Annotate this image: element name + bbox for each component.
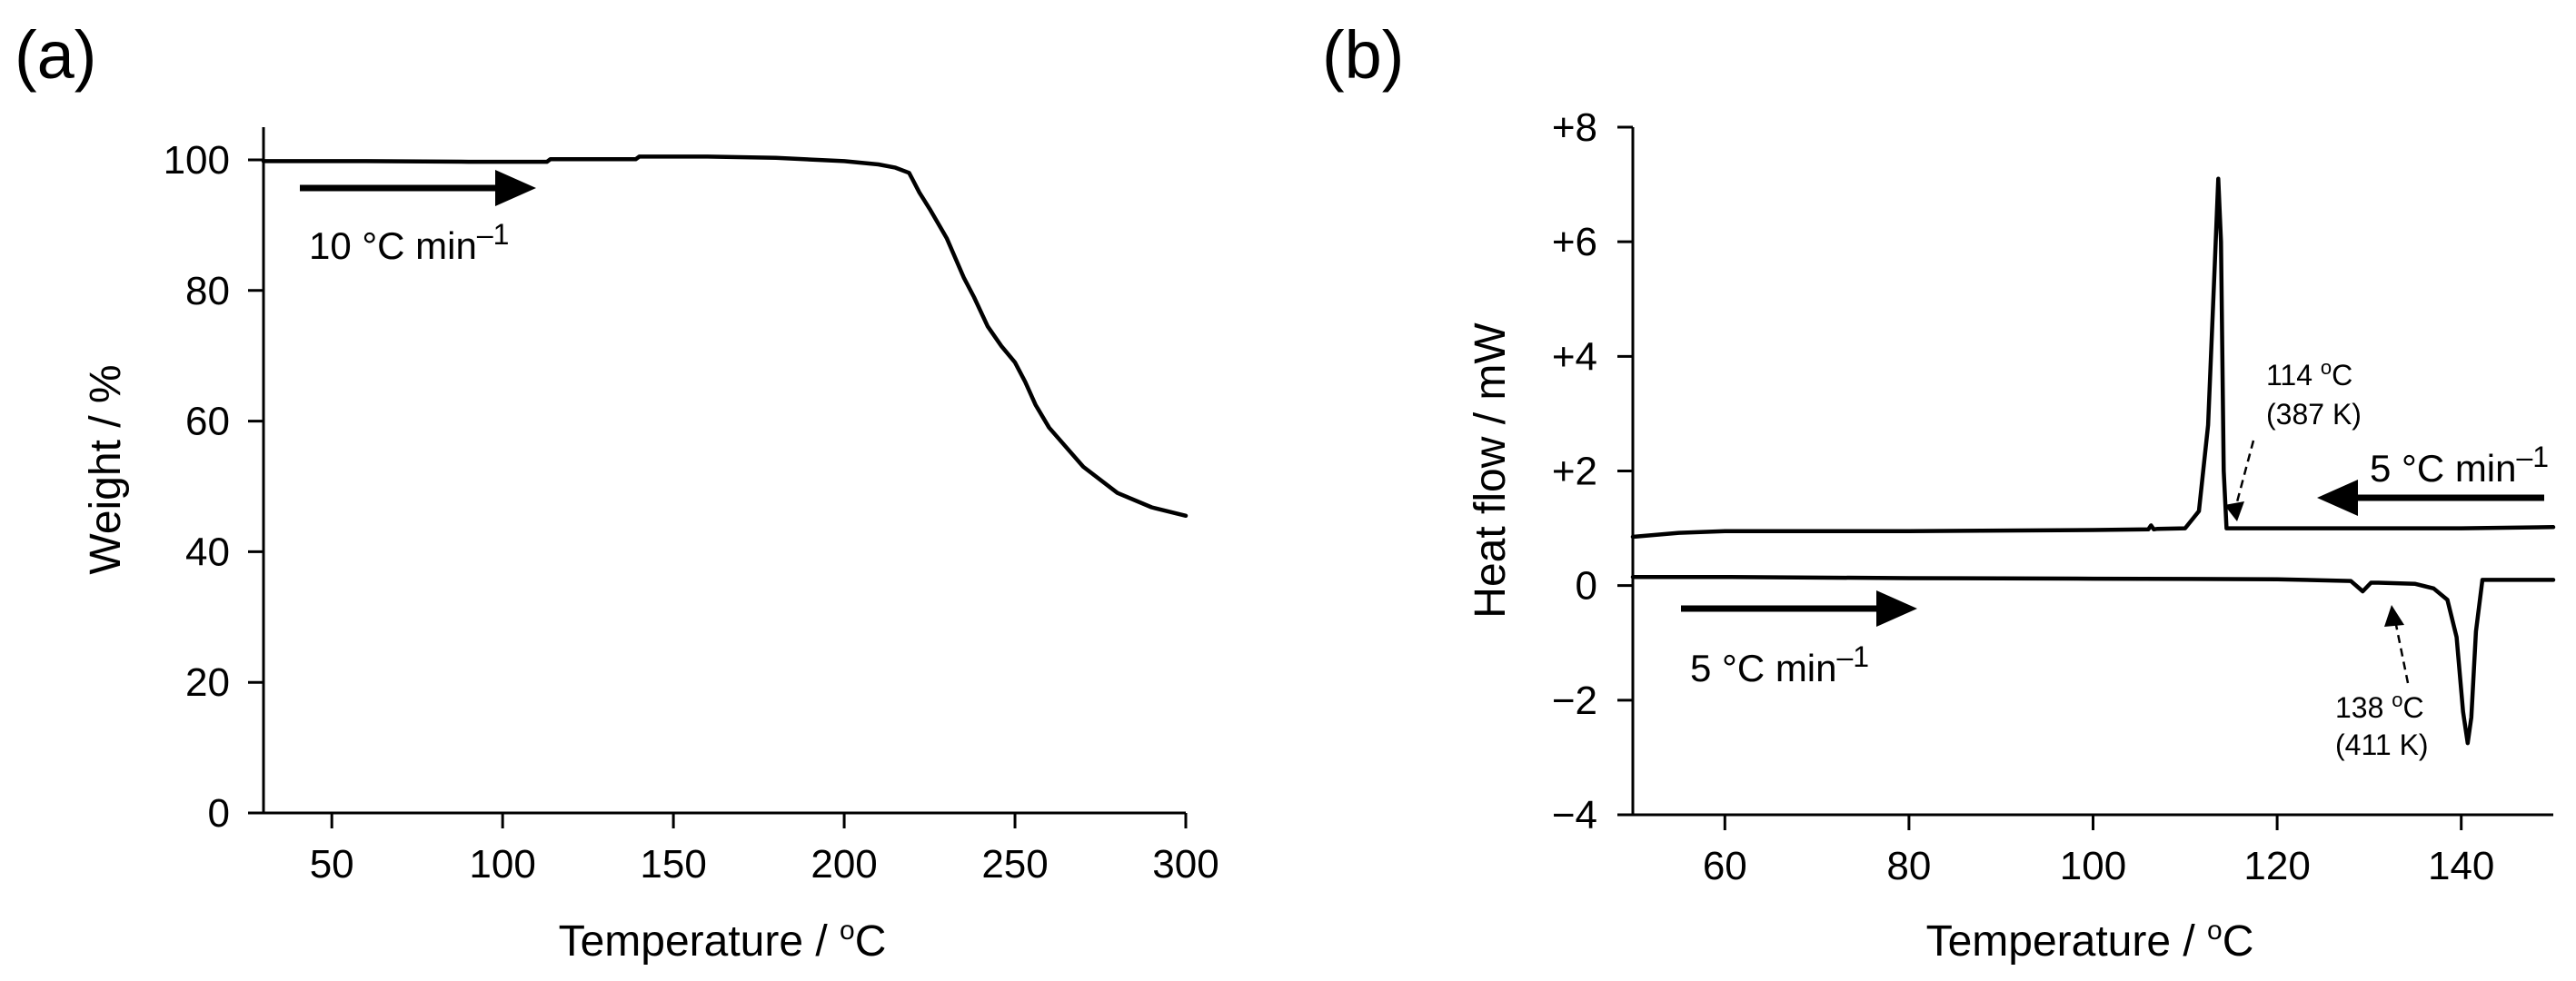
panel-b-arrow-left-icon [2317,480,2358,516]
y-tick-label: 40 [185,530,230,574]
y-tick-label: +6 [1552,220,1597,264]
panel-b-peak-138-kelvin: (411 K) [2335,728,2429,761]
panel-b-heating-rate-label: 5 °C min–1 [1690,640,1869,689]
y-tick-label: 20 [185,660,230,705]
panel-a-label: (a) [15,17,96,93]
panel-b-x-axis-title: Temperature / oC [1926,916,2254,966]
panel-b-arrow-right-icon [1876,590,1917,627]
panel-a-rate-label: 10 °C min–1 [309,218,509,267]
y-tick-label: 60 [185,400,230,444]
panel-b-x-ticks: 60 80 100 120 140 [1703,815,2494,888]
panel-b-peak-114-kelvin: (387 K) [2266,398,2362,431]
panel-b-peak-138-leader [2393,619,2410,684]
panel-a-arrow-right-icon [495,170,536,206]
y-tick-label: −4 [1552,793,1597,837]
panel-b-peak-114-temp: 114 oC [2266,356,2352,391]
y-tick-label: 80 [185,269,230,313]
y-tick-label: +8 [1552,105,1597,150]
x-tick-label: 200 [811,842,877,887]
panel-b-peak-138-annotation: 138 oC (411 K) [2335,605,2429,761]
panel-b-label: (b) [1322,17,1404,93]
panel-b-cooling-rate-label: 5 °C min–1 [2370,441,2549,490]
y-tick-label: −2 [1552,679,1597,723]
panel-a-y-axis-title: Weight / % [82,364,130,574]
panel-b-x-unit: oC [2207,916,2253,966]
panel-b-peak-138-temp: 138 oC [2335,689,2424,724]
x-tick-label: 150 [640,842,706,887]
y-tick-label: 0 [208,791,230,836]
panel-a-x-unit: oC [840,916,886,966]
panel-b-heating-rate-annotation: 5 °C min–1 [1681,590,1917,689]
panel-a-x-axis-title: Temperature / oC [559,916,887,966]
y-tick-label: +2 [1552,450,1597,494]
panel-b-peak-138-pointer-icon [2384,605,2404,627]
x-tick-label: 250 [981,842,1048,887]
x-tick-label: 300 [1152,842,1218,887]
panel-a-rate-annotation: 10 °C min–1 [300,170,536,267]
x-tick-label: 120 [2243,844,2310,888]
panel-b-heating-curve [1630,574,2556,746]
y-tick-label: +4 [1552,334,1597,379]
x-tick-label: 100 [469,842,535,887]
panel-b-peak-114-annotation: 114 oC (387 K) [2224,356,2362,521]
x-tick-label: 60 [1703,844,1747,888]
x-tick-label: 100 [2060,844,2126,888]
panel-b-peak-114-leader [2233,440,2255,510]
panel-b-peak-114-pointer-icon [2224,501,2244,521]
x-tick-label: 50 [310,842,354,887]
y-tick-label: 100 [164,138,230,183]
panel-a-y-ticks: 0 20 40 60 80 100 [164,138,264,836]
panel-b-y-ticks: +8 +6 +4 +2 0 −2 −4 [1552,105,1633,837]
y-tick-label: 0 [1576,564,1597,609]
panel-a: (a) 50 100 150 200 250 300 0 20 40 60 80 100 Tempe… [15,17,1219,966]
panel-b-y-axis-title: Heat flow / mW [1467,322,1515,619]
x-tick-label: 80 [1886,844,1931,888]
panel-b-cooling-rate-annotation: 5 °C min–1 [2317,441,2549,516]
panel-a-tga-curve [261,154,1189,519]
panel-a-x-ticks: 50 100 150 200 250 300 [310,813,1219,887]
panel-b: (b) 60 80 100 120 140 +8 +6 +4 +2 0 −2 −4 Temperat… [1322,17,2556,966]
x-tick-label: 140 [2428,844,2494,888]
panel-b-cooling-curve [1630,176,2556,540]
